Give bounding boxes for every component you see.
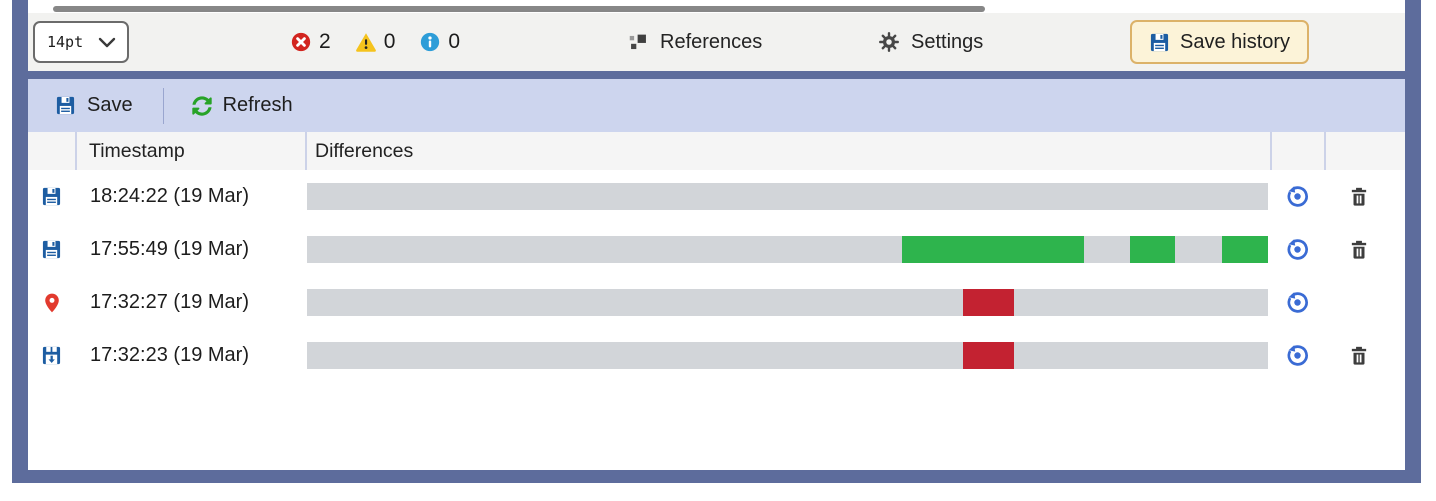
history-row[interactable]: 17:32:23 (19 Mar) xyxy=(28,329,1405,382)
window-frame-bottom xyxy=(12,470,1421,483)
save-label: Save xyxy=(87,94,133,116)
warning-icon xyxy=(355,31,377,53)
trash-icon[interactable] xyxy=(1348,345,1370,367)
diff-segment-removed xyxy=(963,289,1015,316)
row-diff-cell xyxy=(305,170,1270,223)
row-type-icon xyxy=(41,186,62,207)
settings-button[interactable]: Settings xyxy=(878,13,983,71)
refresh-label: Refresh xyxy=(222,94,293,116)
history-panel: Save Refresh Timestamp Differences 18:24… xyxy=(28,79,1405,470)
table-header: Timestamp Differences xyxy=(28,132,1405,170)
restore-icon[interactable] xyxy=(1285,184,1310,209)
editor-toolbar: 14pt 2 0 0 References Settings Save hist… xyxy=(28,13,1405,71)
row-icon-cell xyxy=(28,329,75,382)
restore-column-header xyxy=(1270,132,1324,170)
save-icon xyxy=(1149,32,1170,53)
restore-icon[interactable] xyxy=(1285,237,1310,262)
diff-bar xyxy=(307,183,1268,210)
row-delete-cell xyxy=(1324,329,1405,382)
save-history-button[interactable]: Save history xyxy=(1130,20,1310,64)
history-row[interactable]: 17:55:49 (19 Mar) xyxy=(28,223,1405,276)
row-diff-cell xyxy=(305,276,1270,329)
diff-bar xyxy=(307,342,1268,369)
row-diff-cell xyxy=(305,223,1270,276)
window-frame-right xyxy=(1405,0,1421,483)
row-restore-cell xyxy=(1270,170,1324,223)
history-rows: 18:24:22 (19 Mar) 17:55:49 (19 Mar) 17:3… xyxy=(28,170,1405,382)
font-size-dropdown[interactable]: 14pt xyxy=(33,21,129,63)
window-frame-left xyxy=(12,0,28,483)
save-button[interactable]: Save xyxy=(55,94,133,117)
diff-segment-added xyxy=(1221,236,1268,263)
horizontal-scrollbar-thumb[interactable] xyxy=(53,6,985,12)
icon-column-header xyxy=(28,132,75,170)
trash-icon[interactable] xyxy=(1348,186,1370,208)
history-row[interactable]: 18:24:22 (19 Mar) xyxy=(28,170,1405,223)
references-label: References xyxy=(660,30,763,53)
references-icon xyxy=(628,32,649,53)
info-count: 0 xyxy=(448,30,461,53)
history-panel-toolbar: Save Refresh xyxy=(28,79,1405,132)
row-type-icon xyxy=(41,239,62,260)
font-size-value: 14pt xyxy=(47,33,84,51)
restore-icon[interactable] xyxy=(1285,290,1310,315)
save-history-label: Save history xyxy=(1180,30,1291,53)
settings-label: Settings xyxy=(911,30,984,53)
restore-icon[interactable] xyxy=(1285,343,1310,368)
trash-icon[interactable] xyxy=(1348,239,1370,261)
diff-segment-added xyxy=(1129,236,1175,263)
gear-icon xyxy=(878,31,900,53)
differences-column-header: Differences xyxy=(305,132,1270,170)
row-icon-cell xyxy=(28,276,75,329)
references-button[interactable]: References xyxy=(628,13,762,71)
toolbar-divider xyxy=(162,87,164,124)
row-type-icon xyxy=(41,292,63,314)
row-timestamp: 17:32:23 (19 Mar) xyxy=(90,344,249,366)
row-timestamp: 17:55:49 (19 Mar) xyxy=(90,238,249,260)
row-type-icon xyxy=(41,345,62,366)
diff-segment-added xyxy=(901,236,1085,263)
row-restore-cell xyxy=(1270,329,1324,382)
row-restore-cell xyxy=(1270,223,1324,276)
row-delete-cell xyxy=(1324,223,1405,276)
refresh-button[interactable]: Refresh xyxy=(191,94,293,117)
row-delete-cell xyxy=(1324,276,1405,329)
delete-column-header xyxy=(1324,132,1405,170)
row-delete-cell xyxy=(1324,170,1405,223)
timestamp-column-header: Timestamp xyxy=(75,132,305,170)
chevron-down-icon xyxy=(98,37,116,48)
row-timestamp: 17:32:27 (19 Mar) xyxy=(90,291,249,313)
history-row[interactable]: 17:32:27 (19 Mar) xyxy=(28,276,1405,329)
validation-status-group[interactable]: 2 0 0 xyxy=(290,13,460,71)
save-icon xyxy=(55,95,76,116)
history-table: Timestamp Differences 18:24:22 (19 Mar) … xyxy=(28,132,1405,382)
info-icon xyxy=(419,31,441,53)
error-count: 2 xyxy=(319,30,331,53)
row-restore-cell xyxy=(1270,276,1324,329)
diff-bar xyxy=(307,236,1268,263)
error-icon xyxy=(290,31,312,53)
warning-count: 0 xyxy=(383,30,396,53)
refresh-icon xyxy=(191,95,212,116)
diff-bar xyxy=(307,289,1268,316)
row-diff-cell xyxy=(305,329,1270,382)
panel-top-border xyxy=(12,71,1421,79)
row-icon-cell xyxy=(28,223,75,276)
diff-segment-removed xyxy=(963,342,1015,369)
row-icon-cell xyxy=(28,170,75,223)
row-timestamp: 18:24:22 (19 Mar) xyxy=(90,185,249,207)
